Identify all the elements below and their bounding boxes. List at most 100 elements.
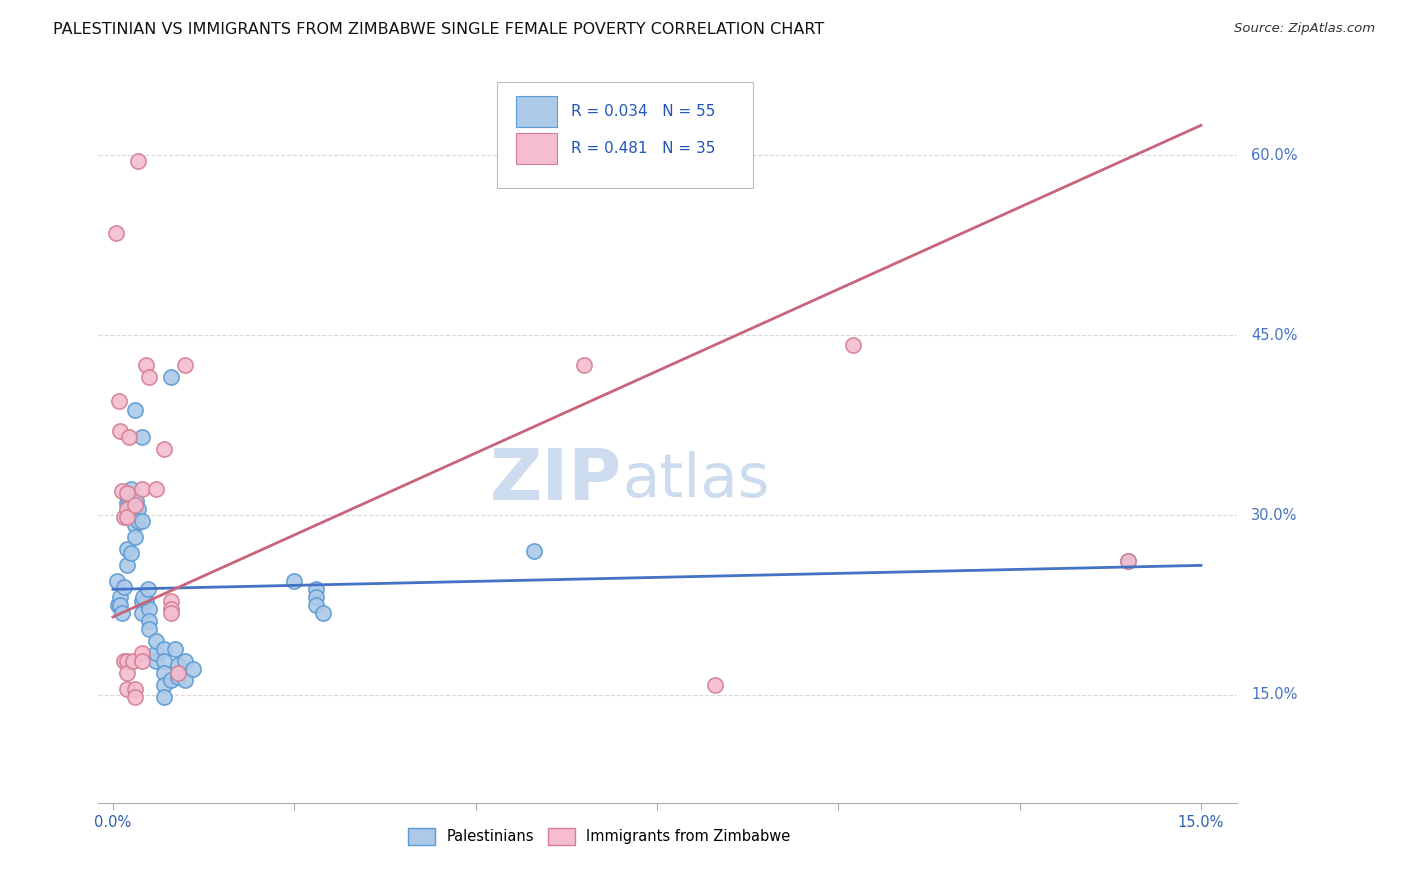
Bar	[516, 133, 557, 163]
Point	[167, 670, 190, 684]
Point	[174, 673, 197, 688]
Point	[120, 546, 142, 560]
Point	[122, 654, 145, 668]
Point	[120, 482, 142, 496]
Point	[167, 657, 190, 672]
Point	[117, 486, 139, 500]
Point	[160, 594, 183, 608]
Point	[117, 502, 139, 516]
Point	[160, 370, 183, 384]
Text: atlas: atlas	[623, 451, 770, 510]
Point	[117, 486, 139, 500]
Point	[160, 607, 183, 621]
Text: R = 0.481   N = 35: R = 0.481 N = 35	[571, 141, 716, 156]
Point	[312, 607, 335, 621]
Point	[124, 681, 146, 696]
Point	[131, 514, 153, 528]
Text: 15.0%: 15.0%	[1251, 688, 1298, 702]
Point	[131, 646, 153, 660]
Point	[152, 442, 174, 456]
Point	[104, 226, 127, 240]
Point	[131, 607, 153, 621]
Point	[118, 430, 141, 444]
Point	[127, 514, 149, 528]
Point	[118, 493, 141, 508]
Point	[160, 673, 183, 688]
Text: Source: ZipAtlas.com: Source: ZipAtlas.com	[1234, 22, 1375, 36]
Point	[135, 594, 157, 608]
Point	[145, 654, 167, 668]
Point	[181, 661, 204, 675]
Point	[117, 654, 139, 668]
Point	[305, 582, 328, 597]
Point	[117, 541, 139, 556]
Point	[138, 622, 160, 636]
Point	[111, 483, 134, 498]
Point	[107, 598, 129, 612]
Point	[108, 598, 131, 612]
Point	[124, 530, 146, 544]
Point	[117, 666, 139, 681]
Point	[523, 544, 546, 558]
Point	[145, 646, 167, 660]
Text: 60.0%: 60.0%	[1251, 148, 1298, 163]
Point	[117, 681, 139, 696]
Point	[108, 590, 131, 604]
Point	[152, 666, 174, 681]
Point	[117, 496, 139, 510]
FancyBboxPatch shape	[498, 82, 754, 188]
Point	[125, 493, 148, 508]
Point	[1118, 553, 1140, 567]
Point	[152, 654, 174, 668]
Point	[152, 678, 174, 692]
Point	[842, 337, 865, 351]
Point	[152, 690, 174, 705]
Point	[138, 370, 160, 384]
Point	[160, 601, 183, 615]
Point	[132, 590, 155, 604]
Point	[138, 601, 160, 615]
Point	[112, 654, 135, 668]
Text: ZIP: ZIP	[491, 447, 623, 516]
Point	[174, 358, 197, 372]
Point	[305, 598, 328, 612]
Point	[108, 424, 131, 438]
Point	[283, 574, 305, 588]
Point	[574, 358, 596, 372]
Point	[124, 517, 146, 532]
Point	[131, 430, 153, 444]
Point	[145, 634, 167, 648]
Point	[124, 499, 146, 513]
Point	[145, 482, 167, 496]
Point	[127, 502, 149, 516]
Point	[105, 574, 128, 588]
Point	[131, 482, 153, 496]
Point	[152, 642, 174, 657]
Point	[127, 154, 149, 169]
Point	[111, 607, 134, 621]
Point	[124, 402, 146, 417]
Text: PALESTINIAN VS IMMIGRANTS FROM ZIMBABWE SINGLE FEMALE POVERTY CORRELATION CHART: PALESTINIAN VS IMMIGRANTS FROM ZIMBABWE …	[53, 22, 825, 37]
Bar	[516, 96, 557, 127]
Point	[135, 358, 157, 372]
Point	[120, 510, 142, 524]
Point	[138, 614, 160, 628]
Point	[704, 678, 727, 692]
Point	[117, 510, 139, 524]
Point	[131, 654, 153, 668]
Point	[305, 590, 328, 604]
Point	[167, 666, 190, 681]
Point	[112, 580, 135, 594]
Text: 45.0%: 45.0%	[1251, 327, 1298, 343]
Point	[131, 594, 153, 608]
Point	[117, 558, 139, 573]
Point	[174, 654, 197, 668]
Point	[120, 499, 142, 513]
Text: 30.0%: 30.0%	[1251, 508, 1298, 523]
Legend: Palestinians, Immigrants from Zimbabwe: Palestinians, Immigrants from Zimbabwe	[402, 822, 796, 850]
Text: R = 0.034   N = 55: R = 0.034 N = 55	[571, 104, 716, 120]
Point	[107, 394, 129, 409]
Point	[124, 690, 146, 705]
Point	[124, 502, 146, 516]
Point	[1118, 553, 1140, 567]
